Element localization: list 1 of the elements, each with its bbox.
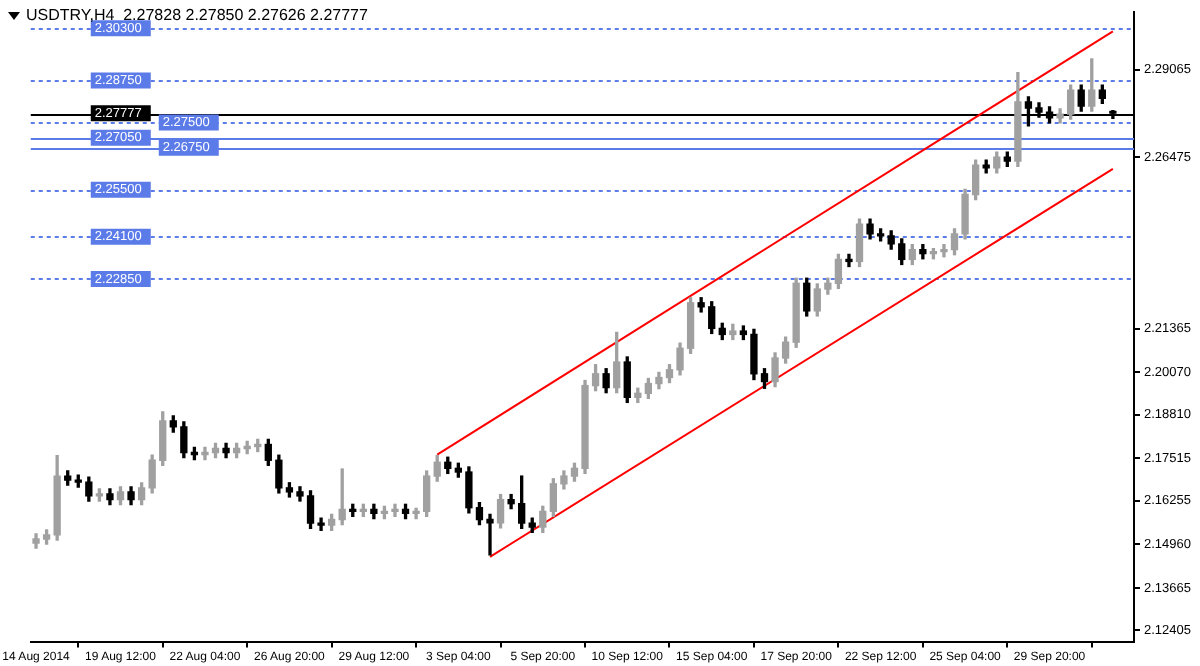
chart-title: USDTRY,H4 2.27828 2.27850 2.27626 2.27777 xyxy=(26,6,368,24)
